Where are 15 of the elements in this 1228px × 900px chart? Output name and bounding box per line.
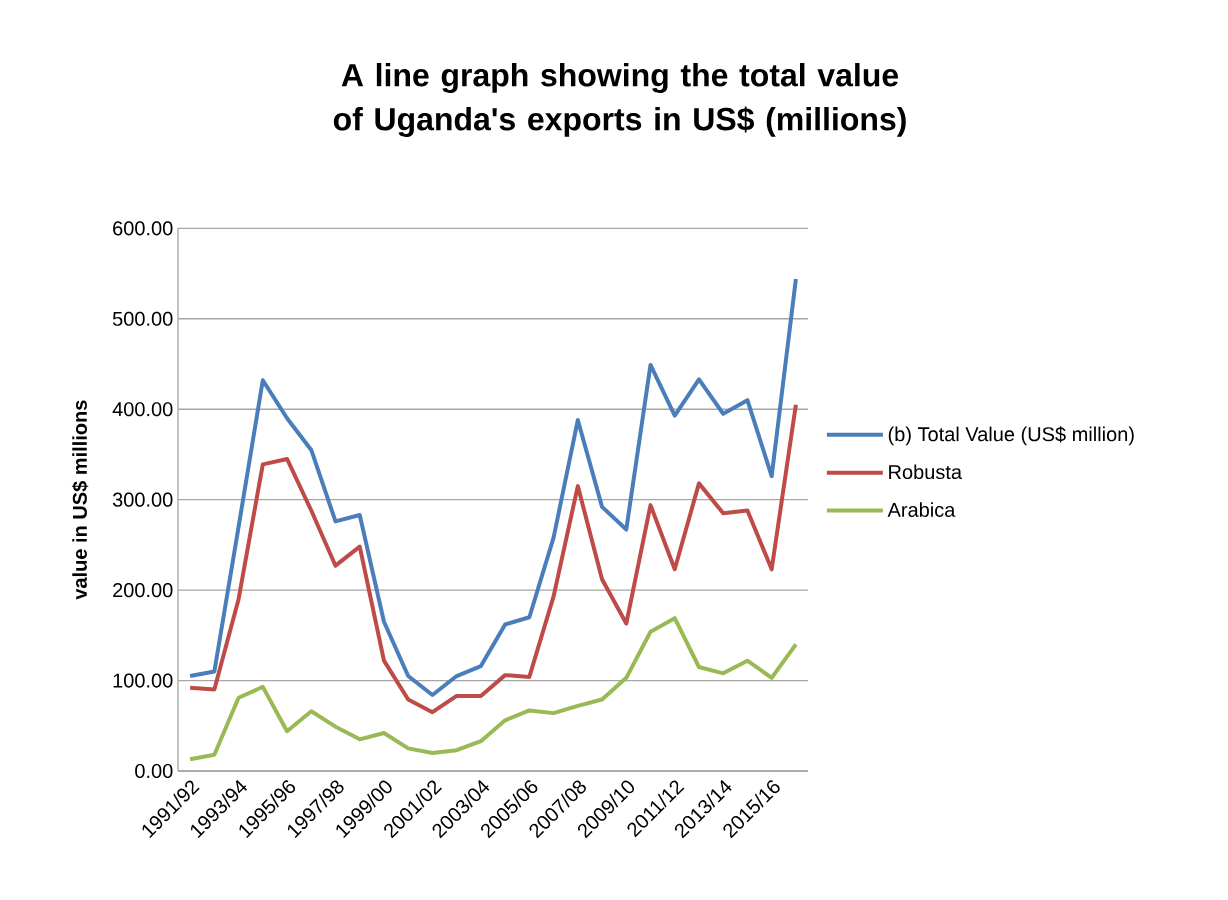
y-tick-label: 400.00 [112, 402, 173, 417]
y-tick-label: 100.00 [113, 673, 173, 688]
chart-title: A line graph showing the total value of Uganda's exports in US$ (millions) [333, 63, 906, 137]
legend-label: (b) Total Value (US$ million) [888, 426, 1134, 446]
y-tick-label: 600.00 [113, 221, 173, 236]
y-tick-label: 500.00 [112, 311, 173, 326]
y-axis-title: value in US$ millions [71, 400, 89, 600]
y-tick-label: 0.00 [135, 763, 173, 779]
y-tick-label: 200.00 [113, 583, 173, 598]
line-series [188, 402, 798, 715]
legend-label: Robusta [889, 464, 963, 480]
line-series [188, 616, 798, 762]
y-tick-label: 300.00 [112, 492, 173, 507]
legend-label: Arabica [887, 502, 956, 517]
line-series [188, 276, 798, 698]
